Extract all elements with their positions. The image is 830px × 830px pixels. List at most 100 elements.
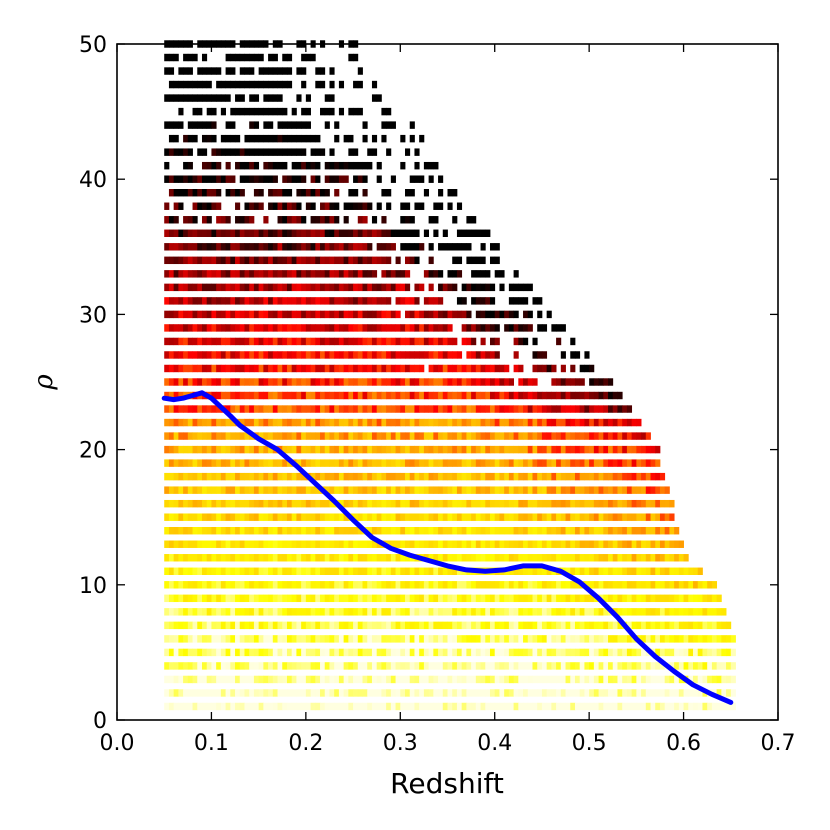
heatmap-cell (659, 635, 666, 643)
heatmap-cell (626, 662, 633, 670)
heatmap-cell (570, 689, 576, 697)
y-tick-label: 50 (79, 33, 107, 58)
heatmap-cell (187, 364, 193, 373)
heatmap-cell (414, 418, 420, 427)
heatmap-cell (329, 702, 335, 711)
heatmap-cell (494, 648, 500, 657)
heatmap-cell (286, 594, 293, 603)
heatmap-cell (645, 608, 651, 616)
heatmap-cell (400, 581, 406, 589)
heatmap-cell (164, 689, 170, 697)
heatmap-cell (315, 675, 321, 684)
heatmap-cell (206, 675, 212, 684)
heatmap-cell (192, 527, 198, 535)
heatmap-cell (466, 527, 472, 535)
heatmap-cell (272, 256, 278, 265)
heatmap-cell (518, 499, 524, 508)
heatmap-cell (249, 297, 255, 305)
heatmap-cell (353, 486, 359, 494)
heatmap-cell (353, 689, 359, 697)
heatmap-cell (183, 540, 189, 548)
heatmap-cell (348, 364, 354, 373)
heatmap-cell (626, 675, 633, 684)
heatmap-cell (173, 351, 179, 359)
heatmap-cell (381, 486, 387, 494)
heatmap-cell (168, 405, 175, 413)
heatmap-cell (584, 432, 590, 440)
heatmap-cell (617, 486, 623, 494)
heatmap-cell (235, 148, 241, 156)
heatmap-cell (348, 378, 354, 386)
heatmap-cell (164, 662, 170, 670)
heatmap-cell (320, 324, 326, 332)
heatmap-cell (494, 689, 500, 697)
heatmap-cell (386, 445, 392, 454)
heatmap-cell (211, 189, 217, 197)
heatmap-cell (376, 378, 382, 386)
heatmap-cell (329, 243, 335, 251)
heatmap-cell (315, 567, 321, 575)
heatmap-cell (216, 486, 222, 494)
heatmap-cell (338, 567, 345, 575)
heatmap-cell (197, 337, 203, 346)
heatmap-cell (499, 513, 505, 521)
heatmap-cell (386, 405, 392, 413)
heatmap-cell (324, 337, 330, 346)
heatmap-cell (589, 675, 595, 684)
heatmap-cell (201, 337, 208, 346)
heatmap-cell (211, 635, 217, 643)
heatmap-cell (183, 648, 189, 657)
heatmap-cell (338, 554, 345, 562)
heatmap-cell (456, 567, 463, 575)
heatmap-cell (348, 202, 354, 210)
heatmap-cell (537, 608, 543, 616)
heatmap-cell (220, 324, 226, 332)
heatmap-cell (206, 608, 212, 616)
heatmap-cell (296, 270, 302, 278)
heatmap-cell (485, 283, 491, 292)
heatmap-cell (541, 472, 548, 481)
heatmap-cell (655, 594, 661, 603)
heatmap-cell (310, 675, 316, 684)
heatmap-cell (518, 297, 524, 305)
heatmap-cell (268, 608, 274, 616)
heatmap-cell (593, 540, 599, 548)
heatmap-cell (617, 445, 623, 454)
heatmap-cell (664, 567, 670, 575)
heatmap-cell (560, 527, 566, 535)
heatmap-cell (268, 513, 274, 521)
heatmap-cell (348, 499, 354, 508)
heatmap-cell (603, 432, 609, 440)
heatmap-cell (565, 432, 571, 440)
heatmap-cell (414, 621, 420, 630)
heatmap-cell (334, 540, 340, 548)
heatmap-cell (230, 513, 236, 521)
heatmap-cell (353, 283, 359, 292)
heatmap-cell (315, 486, 321, 494)
heatmap-cell (589, 459, 595, 467)
heatmap-cell (655, 662, 661, 670)
heatmap-cell (258, 689, 264, 697)
heatmap-cell (532, 499, 538, 508)
heatmap-cell (367, 459, 373, 467)
heatmap-cell (249, 594, 255, 603)
heatmap-cell (400, 391, 406, 400)
heatmap-cell (211, 445, 217, 454)
heatmap-cell (329, 554, 335, 562)
heatmap-cell (225, 229, 231, 237)
heatmap-cell (277, 243, 283, 251)
heatmap-cell (338, 324, 345, 332)
heatmap-cell (301, 324, 307, 332)
heatmap-cell (400, 364, 406, 373)
heatmap-cell (310, 391, 316, 400)
heatmap-cell (258, 513, 264, 521)
heatmap-cell (301, 459, 307, 467)
heatmap-cell (622, 675, 628, 684)
heatmap-cell (702, 594, 708, 603)
heatmap-cell (216, 391, 222, 400)
heatmap-cell (405, 567, 411, 575)
heatmap-cell (532, 364, 538, 373)
heatmap-cell (480, 391, 486, 400)
heatmap-cell (362, 621, 368, 630)
heatmap-cell (301, 175, 307, 183)
